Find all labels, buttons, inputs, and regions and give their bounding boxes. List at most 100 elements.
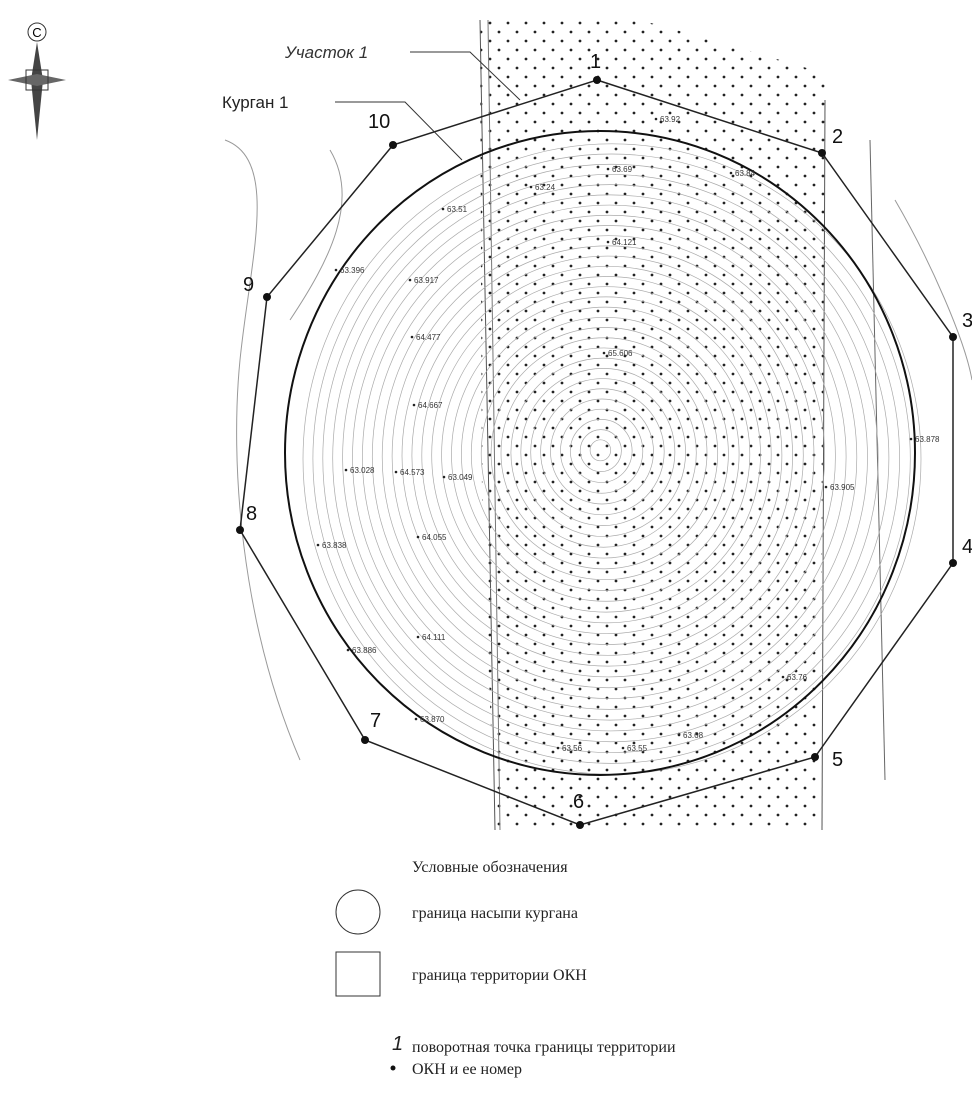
spot [677,733,681,737]
contour [451,296,761,613]
elevation-label: 63.56 [562,744,583,753]
elevation-label: 64.111 [422,633,446,642]
spot [408,278,412,282]
spot [334,268,338,272]
contour [322,163,900,753]
contour [352,194,868,721]
spot [606,240,610,244]
point-number: 1 [590,51,601,73]
spot [441,207,445,211]
mound-boundary [284,130,916,776]
contours [302,143,922,775]
turning-point [811,753,819,761]
spot [606,167,610,171]
legend-point [390,1065,396,1071]
compass-label: С [32,25,41,40]
contour [431,276,783,635]
elevation-label: 63.68 [683,731,704,740]
leader [335,101,463,161]
contour [411,255,804,656]
leader [410,51,521,101]
contour [401,245,815,667]
elevation-label: 63.049 [448,473,473,482]
elevation-label: 64.573 [400,468,425,477]
contour [461,306,751,602]
contour [312,153,911,764]
spot [602,351,606,355]
spot [556,746,560,750]
turning-point [818,149,826,157]
contour [500,347,708,559]
spot [729,171,733,175]
legend-square [335,951,381,997]
elevation-label: 63.84 [735,169,756,178]
contour [470,316,740,591]
elevation-label: 63.878 [915,435,940,444]
contour [530,378,676,526]
legend-title: Условные обозначения [412,859,568,876]
contour [441,286,772,624]
turning-point [593,76,601,84]
elevation-label: 63.870 [420,715,445,724]
spot [529,185,533,189]
contour [391,235,826,678]
spot [416,535,420,539]
spot [654,117,658,121]
legend-item: ОКН и ее номер [412,1061,522,1078]
contour [490,337,719,570]
contour [569,419,633,483]
contour [560,408,644,494]
contour [589,439,612,462]
elevation-label: 63.24 [535,183,556,192]
mound-label: Курган 1 [222,93,289,112]
contour [332,174,890,743]
elevation-label: 63.905 [830,483,855,492]
spot [824,485,828,489]
elevation-label: 63.69 [612,165,633,174]
contour [371,214,847,699]
spot [410,335,414,339]
spot [344,468,348,472]
elevation-label: 63.838 [322,541,347,550]
point-number: 7 [370,710,381,732]
elevation-label: 63.917 [414,276,439,285]
point-number: 8 [246,503,257,525]
contour-outer [224,139,301,761]
spot [394,470,398,474]
contour [520,368,686,537]
elevation-label: 64.477 [416,333,441,342]
elevation-label: 63.92 [660,115,681,124]
spot [316,543,320,547]
contour [510,357,697,548]
elevation-label: 63.55 [627,744,648,753]
turning-point [389,141,397,149]
point-number: 3 [962,310,972,332]
legend-item: граница территории ОКН [412,967,587,984]
elevation-label: 63.886 [352,646,377,655]
legend-point-number: 1 [392,1033,403,1055]
contour-outer [894,199,972,381]
contour [381,225,836,689]
contour-outer [289,149,343,321]
point-number: 2 [832,126,843,148]
turning-point [949,559,957,567]
elevations: 63.92 63.69 63.24 63.51 63.84 64.121 63.917 63.… [316,115,940,753]
elevation-label: 64.121 [612,238,637,247]
turning-point [361,736,369,744]
contour [421,265,793,645]
contour [362,204,858,710]
spot [909,437,913,441]
elevation-label: 65.606 [608,349,633,358]
elevation-label: 63.028 [350,466,375,475]
elevation-label: 63.396 [340,266,365,275]
contour [480,327,729,581]
spot [416,635,420,639]
spot [346,648,350,652]
point-number: 6 [573,791,584,813]
turning-point [236,526,244,534]
contour [550,398,654,505]
dotted-area [479,19,886,831]
contour [342,184,879,732]
elevation-label: 64.055 [422,533,447,542]
